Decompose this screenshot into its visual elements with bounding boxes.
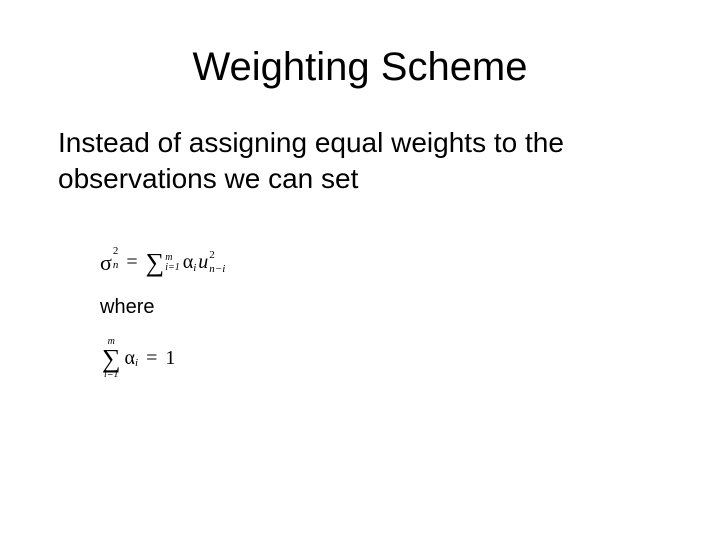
alpha-2: α: [125, 347, 135, 370]
eq1-sum: ∑ m i=1: [146, 248, 180, 278]
alpha-1: α: [183, 251, 193, 274]
eq2-sum: m ∑ i=1: [102, 337, 121, 380]
alpha-2-sub: i: [135, 357, 138, 369]
equation-2: m ∑ i=1 α i = 1: [50, 337, 670, 380]
equation-1: σ 2 n = ∑ m i=1 α i u 2 n−i: [50, 248, 670, 278]
slide-title: Weighting Scheme: [50, 45, 670, 90]
eq1-lhs: σ 2 n: [100, 250, 118, 276]
alpha-1-sub: i: [193, 262, 196, 274]
sum-limits-1: m i=1: [165, 253, 180, 273]
sigma-sup: 2: [113, 247, 119, 256]
where-label: where: [50, 296, 670, 319]
u-sub: n−i: [209, 265, 225, 274]
u-var: u: [198, 251, 208, 274]
sigma-sub: n: [113, 261, 119, 270]
sum-symbol-2: ∑: [102, 347, 121, 370]
eq1-line: σ 2 n = ∑ m i=1 α i u 2 n−i: [100, 248, 670, 278]
sum1-lower: i=1: [165, 263, 180, 273]
slide-container: Weighting Scheme Instead of assigning eq…: [0, 0, 720, 540]
u-sup: 2: [209, 251, 225, 260]
equals-2: =: [146, 347, 157, 370]
eq2-rhs: 1: [165, 347, 175, 370]
equals-1: =: [126, 251, 137, 274]
slide-body-text: Instead of assigning equal weights to th…: [50, 125, 670, 198]
sum-symbol-1: ∑: [146, 248, 165, 278]
sum2-lower: i=1: [104, 370, 119, 380]
sigma-symbol: σ: [100, 250, 112, 276]
